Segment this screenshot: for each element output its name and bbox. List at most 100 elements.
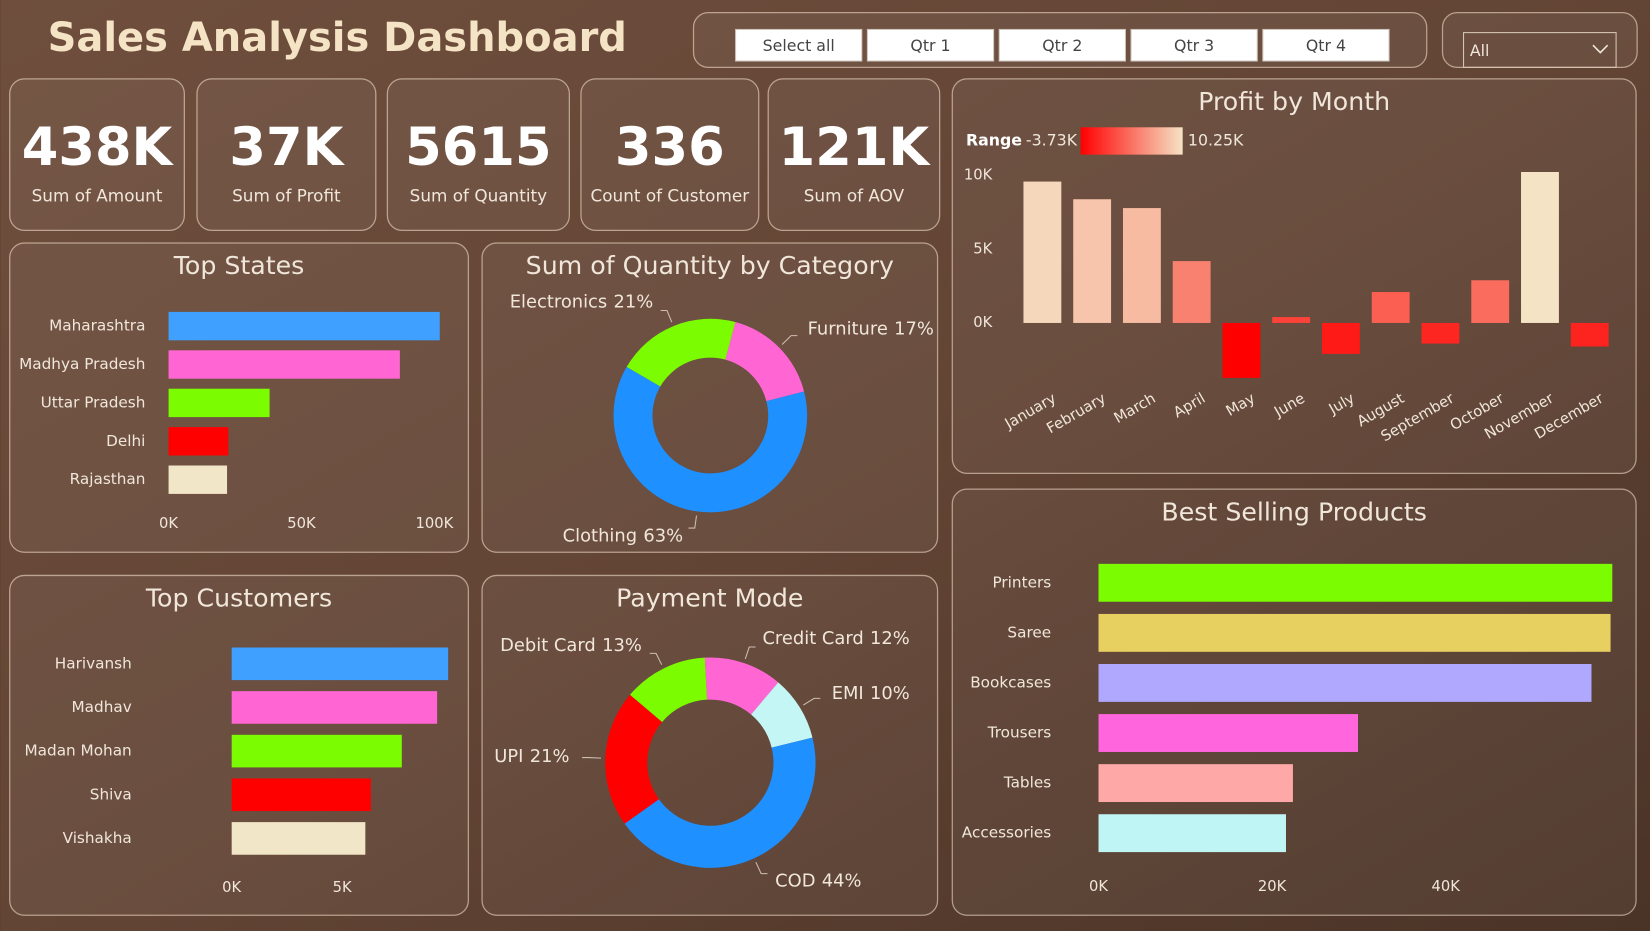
y-tick-label: Trousers: [987, 724, 1052, 742]
slicer-button[interactable]: [866, 28, 995, 62]
category-label: UPI: [494, 746, 523, 767]
data-label: UPI 21%: [494, 746, 569, 767]
bar: [1222, 322, 1261, 378]
donut-slice: [725, 322, 805, 402]
slicer-button[interactable]: [1130, 28, 1258, 62]
bar: [168, 311, 440, 341]
y-tick-label: Madhya Pradesh: [19, 355, 145, 373]
x-tick-label: 0K: [1089, 878, 1108, 895]
slicer-button-label[interactable]: Qtr 4: [1306, 36, 1346, 55]
x-tick-label: 40K: [1431, 878, 1460, 895]
data-label: Credit Card 12%: [762, 628, 909, 649]
slicer-button-label[interactable]: Qtr 1: [910, 36, 950, 55]
chart-title: Payment Mode: [616, 584, 803, 613]
chart-panel: [951, 78, 1637, 475]
y-tick-label: Vishakha: [63, 829, 132, 847]
y-tick-label: Uttar Pradesh: [41, 393, 146, 411]
bar: [1521, 171, 1559, 323]
y-tick-label: 10K: [964, 167, 993, 184]
bar: [1322, 322, 1360, 354]
chart-title: Best Selling Products: [1161, 497, 1426, 526]
x-tick-label: 20K: [1258, 878, 1287, 895]
dropdown-field[interactable]: [1463, 32, 1617, 68]
x-tick-label: 5K: [333, 879, 352, 896]
donut-slice: [605, 694, 663, 824]
y-tick-label: Delhi: [106, 432, 145, 450]
slicer-button-label[interactable]: Qtr 3: [1174, 36, 1214, 55]
value-label: 10%: [870, 683, 910, 704]
slicer-button[interactable]: [1262, 28, 1390, 62]
leader-line: [744, 646, 756, 660]
chart-panel: [481, 574, 939, 916]
data-label: EMI 10%: [832, 683, 910, 704]
data-label: Furniture 17%: [808, 319, 934, 340]
chart-panel: [481, 242, 939, 553]
kpi-label: Sum of AOV: [804, 186, 905, 206]
y-tick-label: Shiva: [90, 785, 132, 803]
dropdown-value[interactable]: All: [1470, 41, 1490, 60]
donut-slice: [629, 657, 708, 722]
slicer-button-label[interactable]: Select all: [763, 36, 835, 55]
bar: [168, 350, 400, 379]
leader-line: [781, 335, 798, 345]
slicer-button-label[interactable]: Qtr 2: [1042, 36, 1082, 55]
category-label: Credit Card: [762, 628, 863, 649]
donut-slice: [626, 318, 736, 387]
leader-line: [582, 757, 602, 759]
y-tick-label: Maharashtra: [49, 317, 145, 335]
slicer-button[interactable]: [735, 28, 863, 62]
bar: [231, 691, 438, 724]
leader-line: [660, 309, 673, 323]
y-tick-label: Madhav: [72, 698, 132, 716]
slicer-button[interactable]: [998, 28, 1126, 62]
category-label: Clothing: [563, 525, 637, 546]
kpi-label: Count of Customer: [591, 186, 750, 206]
dashboard-title: Sales Analysis Dashboard: [48, 15, 627, 61]
bar: [168, 465, 228, 494]
y-tick-label: Harivansh: [55, 654, 132, 672]
kpi-card: [767, 78, 941, 232]
bar: [168, 427, 229, 456]
donut-slice: [751, 682, 813, 748]
bar: [1098, 814, 1286, 853]
kpi-label: Sum of Quantity: [410, 186, 547, 206]
donut-slice: [624, 737, 816, 868]
chart-title: Profit by Month: [1198, 87, 1390, 116]
value-label: 12%: [870, 628, 910, 649]
bar: [1122, 208, 1161, 323]
y-tick-label: Rajasthan: [70, 470, 146, 488]
x-tick-label: 100K: [416, 515, 454, 532]
x-tick-label: 50K: [287, 515, 316, 532]
kpi-value: 336: [615, 117, 725, 178]
data-label: COD 44%: [775, 870, 861, 891]
value-label: 63%: [643, 525, 683, 546]
donut-slice: [704, 657, 779, 715]
data-label: Debit Card 13%: [500, 635, 642, 656]
x-tick-label: 0K: [222, 879, 241, 896]
dropdown-arrow[interactable]: [1592, 44, 1609, 54]
bar: [231, 647, 449, 681]
y-tick-label: Accessories: [962, 824, 1051, 842]
bar: [1570, 322, 1609, 347]
bar: [1073, 199, 1112, 323]
bar: [231, 778, 371, 812]
bar: [231, 822, 366, 855]
leader-line: [755, 861, 768, 875]
kpi-value: 438K: [22, 117, 175, 178]
bar: [1421, 322, 1460, 344]
kpi-value: 37K: [229, 117, 345, 178]
legend-min: -3.73K: [1026, 130, 1078, 149]
y-tick-label: 0K: [973, 314, 992, 331]
chart-title: Top States: [173, 251, 305, 280]
category-label: COD: [775, 870, 815, 891]
chart-title: Top Customers: [145, 584, 332, 613]
bar: [1371, 292, 1410, 323]
y-tick-label: Printers: [992, 573, 1051, 591]
data-label: Clothing 63%: [563, 525, 683, 546]
leader-line: [803, 697, 821, 706]
kpi-card: [196, 78, 377, 232]
dropdown[interactable]: All: [1463, 32, 1617, 68]
bar: [1471, 280, 1510, 323]
legend-gradient: [1080, 127, 1183, 155]
